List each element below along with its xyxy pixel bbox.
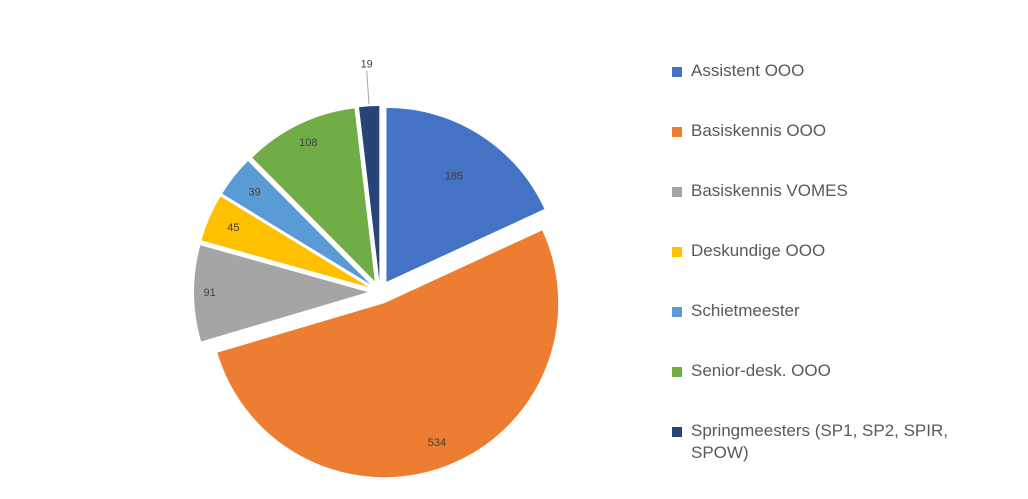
legend-label: Deskundige OOO [691,241,826,260]
pie-slice-1 [386,107,545,282]
leader-line [366,70,370,105]
pie-chart: 185 534 91 45 39 108 19 [194,59,559,478]
data-label-3: 91 [204,287,216,299]
legend-swatch [672,427,682,437]
legend-swatch [672,67,682,77]
data-label-4: 45 [227,222,239,234]
legend-label: Schietmeester [691,301,800,320]
legend-swatch [672,247,682,257]
data-label-1: 185 [445,170,463,182]
legend-item: Springmeesters (SP1, SP2, SPIR, SPOW) [672,420,981,464]
pie-slice-4 [201,196,369,288]
legend-label: Basiskennis OOO [691,121,827,140]
data-label-5: 39 [248,187,260,199]
legend-item: Senior-desk. OOO [672,360,981,382]
pie-slice-7 [359,106,380,281]
legend-swatch [672,367,682,377]
data-label-6: 108 [299,137,317,149]
legend-item: Deskundige OOO [672,240,981,262]
data-label-2: 534 [428,437,446,449]
legend-swatch [672,187,682,197]
data-label-7: 19 [361,59,373,71]
legend-item: Assistent OOO [672,60,981,82]
legend-item: Basiskennis VOMES [672,180,981,202]
pie-slice-5 [222,161,371,285]
legend-label: Springmeesters (SP1, SP2, SPIR, SPOW) [691,421,948,462]
legend-label: Senior-desk. OOO [691,361,831,380]
pie-slice-2 [217,230,559,478]
pie-slice-3 [194,245,369,342]
legend-item: Schietmeester [672,300,981,322]
legend-swatch [672,307,682,317]
legend-item: Basiskennis OOO [672,120,981,142]
legend-label: Assistent OOO [691,61,805,80]
pie-slice-6 [252,108,375,282]
legend-label: Basiskennis VOMES [691,181,848,200]
legend-swatch [672,127,682,137]
